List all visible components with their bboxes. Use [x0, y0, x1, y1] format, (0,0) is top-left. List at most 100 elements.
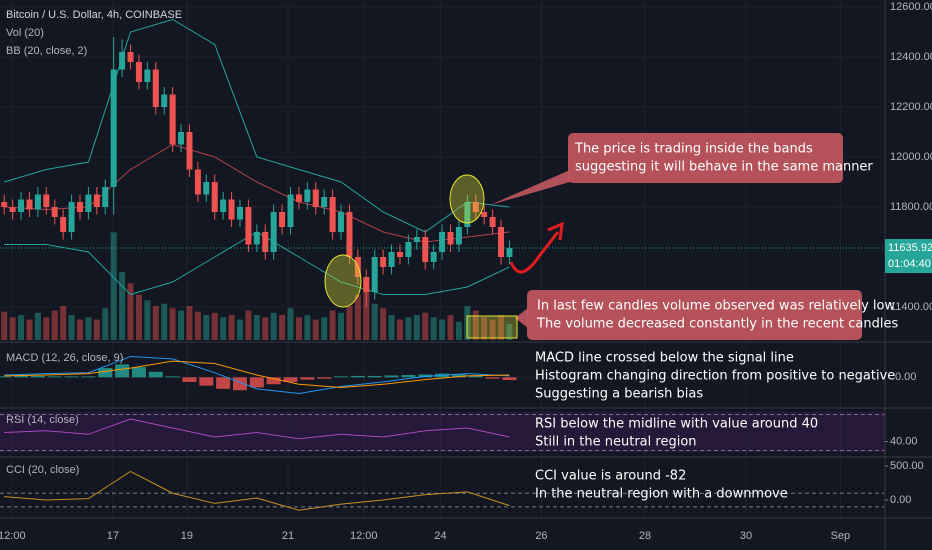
candle-body	[321, 197, 328, 207]
candle-body	[270, 212, 277, 252]
volume-bar	[194, 311, 201, 340]
volume-bar	[388, 315, 395, 340]
macd-histogram-bar	[502, 377, 517, 381]
volume-bar	[338, 312, 345, 340]
candle-body	[489, 217, 496, 227]
candle-body	[363, 277, 370, 292]
volume-bar	[169, 308, 176, 340]
volume-bar	[236, 319, 243, 340]
volume-bar	[127, 283, 134, 340]
y-tick-label: 12200.00	[890, 101, 932, 113]
callout-box	[527, 290, 862, 340]
volume-bar	[295, 317, 302, 340]
candle-body	[506, 248, 513, 257]
last-price-box	[885, 239, 932, 274]
macd-histogram-bar	[98, 368, 113, 378]
volume-bar	[279, 315, 286, 340]
volume-bar	[472, 310, 479, 340]
x-tick-label: 28	[639, 530, 651, 542]
volume-bar	[498, 315, 505, 340]
volume-bar	[152, 306, 159, 340]
volume-bar	[481, 317, 488, 340]
volume-bar	[262, 317, 269, 340]
volume-bar	[178, 310, 185, 340]
macd-histogram-bar	[14, 375, 29, 378]
macd-histogram-bar	[367, 375, 382, 378]
volume-bar	[430, 317, 437, 340]
candle-body	[236, 207, 243, 220]
macd-histogram-bar	[334, 376, 349, 378]
macd-histogram-bar	[148, 371, 163, 378]
indicator-note: Histogram changing direction from positi…	[535, 369, 895, 384]
candle-body	[371, 257, 378, 292]
candle-body	[405, 242, 412, 257]
callout-pointer	[515, 308, 528, 328]
volume-bar	[439, 319, 446, 340]
last-price-label: 11635.92	[888, 242, 932, 254]
x-tick-label: 12:00	[0, 530, 26, 542]
volume-bar	[43, 317, 50, 340]
volume-bar	[85, 317, 92, 340]
candle-body	[279, 212, 286, 227]
candle-body	[135, 62, 142, 82]
x-tick-label: Sep	[831, 530, 851, 542]
candle-body	[262, 232, 269, 252]
candle-body	[43, 194, 50, 207]
y-tick-label: 40.00	[890, 435, 918, 447]
annotation-text: The price is trading inside the bands	[574, 142, 813, 157]
candle-body	[186, 132, 193, 170]
macd-histogram-bar	[384, 375, 399, 378]
candle-body	[245, 207, 252, 245]
y-tick-label: 0.00	[895, 371, 916, 383]
candle-body	[472, 202, 479, 212]
volume-bar	[51, 310, 58, 340]
volume-bar	[228, 315, 235, 340]
macd-histogram-bar	[317, 377, 332, 379]
macd-histogram-bar	[283, 377, 298, 382]
legend-item: Vol (20)	[6, 27, 44, 39]
y-tick-label: 11800.00	[890, 201, 932, 213]
volume-bar	[76, 319, 83, 340]
candle-body	[295, 194, 302, 202]
volume-bar	[9, 317, 16, 340]
x-tick-label: 21	[282, 530, 294, 542]
macd-histogram-bar	[115, 364, 130, 378]
candle-body	[51, 207, 58, 217]
volume-bar	[93, 319, 100, 340]
volume-bar	[211, 312, 218, 340]
legend-item: BB (20, close, 2)	[6, 45, 87, 57]
volume-bar	[245, 310, 252, 340]
macd-histogram-bar	[182, 377, 197, 382]
candle-body	[169, 94, 176, 145]
volume-bar	[354, 294, 361, 340]
volume-bar	[270, 312, 277, 340]
macd-histogram-bar	[451, 374, 466, 378]
volume-bar	[18, 315, 25, 340]
y-tick-label: 12000.00	[890, 151, 932, 163]
indicator-note: MACD line crossed below the signal line	[535, 351, 794, 366]
candle-body	[34, 194, 41, 210]
volume-bar	[203, 315, 210, 340]
candle-body	[85, 194, 92, 212]
x-tick-label: 26	[535, 530, 547, 542]
highlight-ellipse	[324, 254, 362, 308]
macd-histogram-bar	[199, 377, 214, 386]
indicator-note: Suggesting a bearish bias	[535, 387, 703, 402]
y-tick-label: 0.00	[890, 494, 911, 506]
candle-body	[60, 217, 67, 232]
macd-histogram-bar	[30, 375, 45, 378]
indicator-note: CCI value is around -82	[535, 469, 686, 484]
marks	[0, 18, 885, 511]
signal-line	[4, 360, 510, 388]
macd-histogram-bar	[468, 375, 483, 378]
candle-body	[413, 237, 420, 242]
candle-body	[464, 202, 471, 227]
candle-body	[329, 197, 336, 232]
candle-body	[430, 252, 437, 262]
arrow-head	[547, 221, 564, 241]
y-tick-label: 12400.00	[890, 51, 932, 63]
macd-histogram-bar	[350, 375, 365, 378]
y-tick-label: 500.00	[890, 460, 924, 472]
candle-body	[144, 69, 151, 82]
